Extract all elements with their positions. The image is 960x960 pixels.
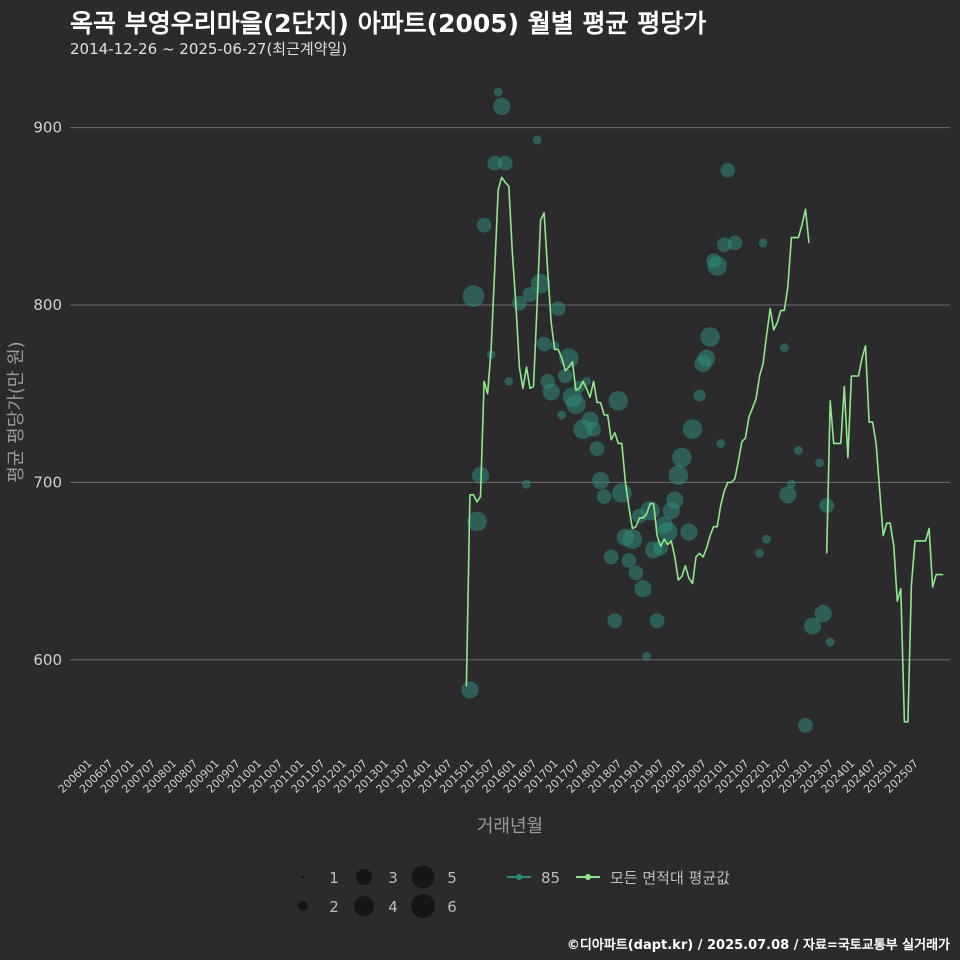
bubble-63 — [716, 438, 726, 448]
legend: 1 2 3 4 5 6 85 모든 면적대 평균값 — [298, 865, 730, 918]
y-tick-600: 600 — [33, 651, 62, 669]
bubble-57 — [693, 389, 706, 402]
bubble-5 — [487, 155, 503, 171]
bubble-9 — [462, 285, 485, 308]
bubble-65 — [720, 162, 736, 178]
legend-size-3 — [356, 869, 372, 885]
bubble-59 — [697, 349, 716, 367]
bubble-72 — [786, 479, 796, 489]
area-85-bubbles — [461, 87, 835, 733]
bubble-69 — [762, 534, 772, 544]
legend-size-5 — [411, 865, 435, 889]
bubble-52 — [666, 491, 684, 509]
source-credit: ©디아파트(dapt.kr) / 2025.07.08 / 자료=국토교통부 실… — [566, 938, 950, 953]
bubble-56 — [682, 419, 703, 439]
x-axis-label: 거래년월 — [477, 816, 543, 837]
legend-size-label-2: 2 — [329, 898, 339, 916]
bubble-77 — [814, 605, 832, 623]
bubble-73 — [794, 446, 803, 455]
legend-size-1 — [301, 875, 305, 879]
bubble-1 — [467, 511, 487, 532]
bubble-40 — [622, 529, 643, 549]
bubble-34 — [603, 549, 619, 565]
legend-size-6 — [411, 894, 435, 918]
bubble-44 — [642, 651, 651, 661]
bubble-31 — [589, 441, 605, 457]
bubble-8 — [497, 155, 513, 171]
bubble-43 — [634, 580, 652, 598]
bubble-10 — [504, 376, 514, 386]
bubble-79 — [825, 637, 835, 647]
legend-size-label-6: 6 — [447, 898, 457, 916]
bubble-16 — [536, 336, 552, 352]
legend-size-2 — [298, 901, 308, 911]
bubble-39 — [621, 553, 637, 568]
bubble-67 — [755, 548, 764, 558]
bubble-71 — [779, 486, 797, 504]
bubble-21 — [557, 410, 567, 420]
bubble-55 — [680, 523, 698, 541]
bubble-22 — [557, 368, 573, 384]
legend-area-label: 85 — [541, 869, 560, 887]
y-tick-900: 900 — [33, 119, 62, 137]
legend-size-label-3: 3 — [388, 869, 398, 887]
bubble-48 — [653, 540, 669, 556]
bubble-47 — [649, 613, 665, 629]
legend-size-label-5: 5 — [447, 869, 457, 887]
bubble-18 — [542, 383, 560, 401]
y-tick-800: 800 — [33, 296, 62, 314]
bubble-7 — [493, 97, 511, 115]
legend-size-label-1: 1 — [329, 869, 339, 887]
y-tick-700: 700 — [33, 473, 62, 491]
line-segment-1 — [465, 176, 810, 687]
y-axis-ticks: 600 700 800 900 — [33, 119, 62, 669]
bubble-68 — [758, 238, 768, 248]
bubble-32 — [592, 472, 610, 490]
bubble-0 — [461, 681, 479, 699]
bubble-15 — [530, 273, 551, 294]
legend-area-dot — [516, 874, 522, 880]
bubble-70 — [779, 343, 789, 352]
bubble-60 — [700, 327, 720, 347]
bubble-13 — [522, 287, 538, 302]
bubble-78 — [819, 498, 835, 513]
x-axis-ticks: 2006012006072007012007072008012008072009… — [56, 757, 921, 796]
bubble-35 — [607, 613, 623, 629]
bubble-74 — [798, 718, 813, 733]
line-segment-2 — [825, 344, 944, 723]
bubble-66 — [727, 235, 743, 251]
bubble-6 — [493, 87, 503, 97]
page-subtitle: 2014-12-26 ~ 2025-06-27(최근계약일) — [70, 40, 348, 58]
grid-lines — [70, 127, 950, 661]
legend-line-dot — [585, 874, 591, 880]
bubble-3 — [476, 217, 492, 233]
legend-size-4 — [354, 896, 374, 916]
legend-line-label: 모든 면적대 평균값 — [610, 869, 730, 887]
page-title: 옥곡 부영우리마을(2단지) 아파트(2005) 월별 평균 평당가 — [70, 9, 707, 38]
bubble-76 — [815, 458, 825, 468]
bubble-14 — [532, 135, 542, 145]
bubble-30 — [586, 421, 601, 437]
bubble-20 — [550, 301, 566, 316]
legend-size-label-4: 4 — [388, 898, 398, 916]
bubble-41 — [628, 565, 644, 581]
bubble-75 — [803, 617, 822, 635]
bubble-36 — [608, 391, 629, 411]
bubble-50 — [657, 522, 678, 542]
y-axis-label: 평균 평당가(만 원) — [6, 341, 27, 482]
average-price-line — [465, 176, 944, 723]
bubble-62 — [707, 256, 727, 276]
bubble-33 — [596, 489, 612, 504]
bubble-54 — [672, 447, 692, 468]
bubble-25 — [566, 394, 586, 415]
bubble-53 — [668, 465, 689, 486]
bubble-12 — [522, 479, 531, 489]
